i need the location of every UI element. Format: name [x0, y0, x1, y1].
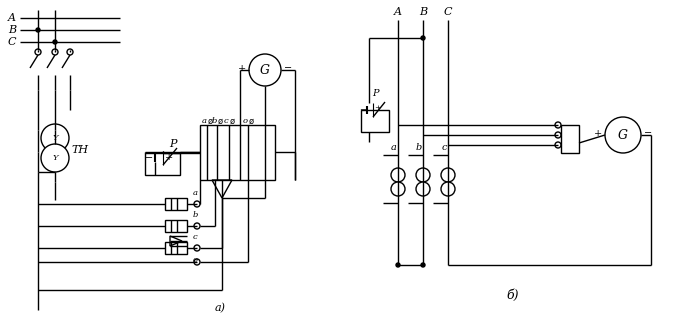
Text: o: o [192, 256, 197, 264]
Circle shape [35, 49, 41, 55]
Text: a: a [391, 143, 397, 151]
Circle shape [391, 182, 405, 196]
Text: b: b [192, 211, 198, 219]
Text: P: P [372, 89, 379, 98]
Text: b: b [211, 117, 217, 125]
Text: C: C [444, 7, 453, 17]
Text: б): б) [507, 289, 519, 301]
Text: +: + [165, 153, 173, 162]
Text: а): а) [215, 303, 226, 313]
Text: B: B [8, 25, 16, 35]
Text: ø: ø [230, 117, 235, 126]
Text: −: − [145, 154, 153, 163]
Text: A: A [394, 7, 402, 17]
Circle shape [605, 117, 641, 153]
Circle shape [41, 124, 69, 152]
Text: P: P [170, 139, 176, 149]
Text: c: c [224, 117, 228, 125]
Circle shape [396, 263, 400, 267]
Text: ø: ø [217, 117, 223, 126]
Circle shape [555, 132, 561, 138]
Text: c: c [441, 143, 447, 151]
Circle shape [416, 182, 430, 196]
Circle shape [194, 201, 200, 207]
Circle shape [194, 223, 200, 229]
Text: −: − [284, 63, 292, 72]
Text: o: o [242, 117, 248, 125]
Text: Y: Y [53, 134, 57, 142]
Bar [145, 153, 180, 175]
Circle shape [391, 168, 405, 182]
Circle shape [52, 49, 58, 55]
Text: −: − [644, 128, 652, 137]
Text: A: A [8, 13, 16, 23]
Text: a: a [192, 189, 197, 197]
Bar [361, 110, 389, 132]
Text: ø: ø [208, 117, 212, 126]
Circle shape [36, 28, 40, 32]
Circle shape [53, 40, 57, 44]
Text: −: − [360, 106, 367, 114]
Circle shape [194, 245, 200, 251]
Text: +: + [238, 63, 246, 72]
Circle shape [194, 259, 200, 265]
Bar [165, 220, 187, 232]
Text: +: + [374, 104, 381, 112]
Text: c: c [192, 233, 197, 241]
Circle shape [416, 168, 430, 182]
Circle shape [421, 263, 425, 267]
Circle shape [67, 49, 73, 55]
Text: G: G [618, 128, 628, 141]
Text: G: G [260, 63, 270, 77]
Circle shape [555, 122, 561, 128]
Text: Y: Y [53, 154, 57, 162]
Text: C: C [8, 37, 16, 47]
Circle shape [421, 36, 425, 40]
Text: +: + [594, 128, 602, 137]
Bar [165, 198, 187, 210]
Text: B: B [419, 7, 427, 17]
Text: TH: TH [71, 145, 89, 155]
Circle shape [555, 142, 561, 148]
Bar [165, 242, 187, 254]
Circle shape [249, 54, 281, 86]
Circle shape [441, 168, 455, 182]
Bar [200, 125, 275, 180]
Text: a: a [201, 117, 206, 125]
Text: b: b [416, 143, 422, 151]
Circle shape [41, 144, 69, 172]
Circle shape [441, 182, 455, 196]
Bar [561, 125, 579, 153]
Text: ø: ø [248, 117, 253, 126]
